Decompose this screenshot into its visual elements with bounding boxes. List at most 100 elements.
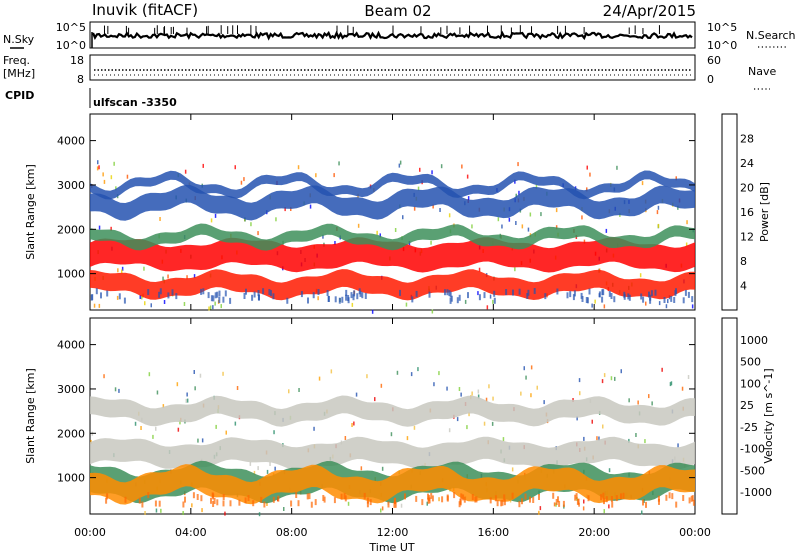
low-range-cell	[576, 498, 579, 505]
scatter-cell	[186, 275, 188, 280]
scatter-cell	[244, 217, 246, 222]
low-range-cell	[620, 493, 622, 500]
colorbar-tick-label: 24	[740, 157, 754, 170]
nave-label: Nave	[748, 65, 776, 78]
scatter-cell	[576, 416, 578, 421]
low-range-cell	[428, 291, 431, 298]
x-tick-label: 16:00	[477, 526, 509, 539]
low-range-cell	[123, 297, 126, 304]
low-range-cell	[449, 291, 452, 298]
scatter-cell	[162, 404, 165, 409]
low-range-cell	[247, 495, 250, 501]
low-range-cell	[341, 296, 344, 303]
scatter-cell	[209, 305, 212, 310]
colorbar-tick-label: 500	[740, 356, 761, 369]
scatter-cell	[438, 497, 440, 502]
x-tick-label: 12:00	[377, 526, 409, 539]
scatter-cell	[288, 389, 290, 394]
scatter-cell	[598, 436, 600, 441]
cpid-program: ulfscan -3350	[93, 96, 177, 109]
low-range-cell	[147, 289, 150, 296]
scatter-cell	[98, 165, 100, 170]
low-range-cell	[533, 288, 536, 294]
low-range-cell	[359, 290, 362, 297]
scatter-cell	[639, 273, 642, 278]
scatter-cell	[182, 511, 184, 515]
scatter-cell	[344, 436, 347, 440]
scatter-cell	[163, 300, 166, 304]
low-range-cell	[251, 294, 254, 301]
scatter-cell	[635, 433, 637, 437]
scatter-cell	[508, 217, 511, 222]
velocity-colorbar: 1000 500 100 25 -25 -100 -500 -1000	[721, 317, 772, 515]
low-range-cell	[258, 294, 260, 301]
low-range-cell	[118, 293, 121, 300]
scatter-cell	[458, 387, 461, 391]
sky-tick-left-top: 10^5	[56, 21, 86, 34]
scatter-cell	[266, 502, 268, 506]
scatter-cell	[448, 428, 451, 433]
scatter-cell	[399, 160, 402, 165]
scatter-cell	[677, 443, 679, 448]
power-y-ticks: 1000 2000 3000 4000	[57, 135, 695, 281]
scatter-cell	[159, 217, 161, 221]
velocity-panel: 1000 2000 3000 4000 Slant Range [km] 1000 50…	[24, 317, 775, 517]
low-range-cell	[572, 294, 575, 301]
low-range-cell	[663, 297, 666, 303]
scatter-cell	[309, 204, 312, 209]
colorbar-tick-label: 20	[740, 182, 754, 195]
low-range-cell	[552, 492, 555, 499]
low-range-cell	[610, 293, 613, 299]
low-range-cell	[529, 496, 531, 503]
scatter-cell	[274, 466, 276, 471]
low-range-cell	[238, 499, 241, 506]
scatter-cell	[234, 421, 237, 426]
scatter-cell	[103, 374, 105, 379]
scatter-cell	[224, 511, 226, 516]
freq-tick-left-bottom: 8	[77, 73, 84, 86]
low-range-cell	[489, 497, 492, 504]
low-range-cell	[462, 494, 465, 501]
scatter-cell	[488, 384, 490, 389]
low-range-cell	[622, 492, 625, 499]
low-range-cell	[544, 293, 547, 300]
low-range-cell	[352, 294, 355, 301]
scatter-cell	[355, 392, 358, 397]
low-range-cell	[212, 501, 215, 507]
beam-title: Beam 02	[364, 2, 431, 20]
scatter-cell	[553, 502, 556, 507]
x-tick-label: 08:00	[276, 526, 308, 539]
low-range-cell	[105, 497, 108, 504]
low-range-cell	[512, 289, 514, 296]
low-range-cell	[171, 289, 174, 296]
low-range-cell	[475, 496, 478, 503]
low-range-cell	[569, 291, 572, 298]
scatter-cell	[118, 388, 120, 393]
low-range-cell	[257, 290, 260, 296]
low-range-cell	[229, 500, 232, 507]
low-range-cell	[286, 297, 289, 304]
scatter-cell	[586, 165, 588, 170]
low-range-cell	[207, 292, 210, 299]
scatter-cell	[583, 239, 586, 244]
scatter-cell	[582, 506, 585, 511]
low-range-cell	[671, 493, 674, 500]
scatter-cell	[333, 173, 335, 178]
scatter-cell	[380, 508, 382, 513]
low-range-cell	[511, 492, 514, 499]
scatter-cell	[114, 387, 117, 392]
scatter-cell	[665, 304, 668, 309]
low-range-cell	[202, 288, 205, 295]
scatter-cell	[605, 228, 608, 233]
low-range-cell	[306, 493, 309, 500]
low-range-cell	[505, 289, 508, 295]
echo-band	[90, 170, 695, 200]
low-range-cell	[458, 294, 461, 301]
low-range-cell	[124, 496, 127, 503]
low-range-cell	[327, 295, 330, 302]
scatter-cell	[96, 166, 99, 171]
low-range-cell	[343, 493, 346, 500]
power-ylabel: Slant Range [km]	[24, 164, 37, 260]
low-range-cell	[474, 496, 477, 503]
scatter-cell	[583, 499, 585, 504]
